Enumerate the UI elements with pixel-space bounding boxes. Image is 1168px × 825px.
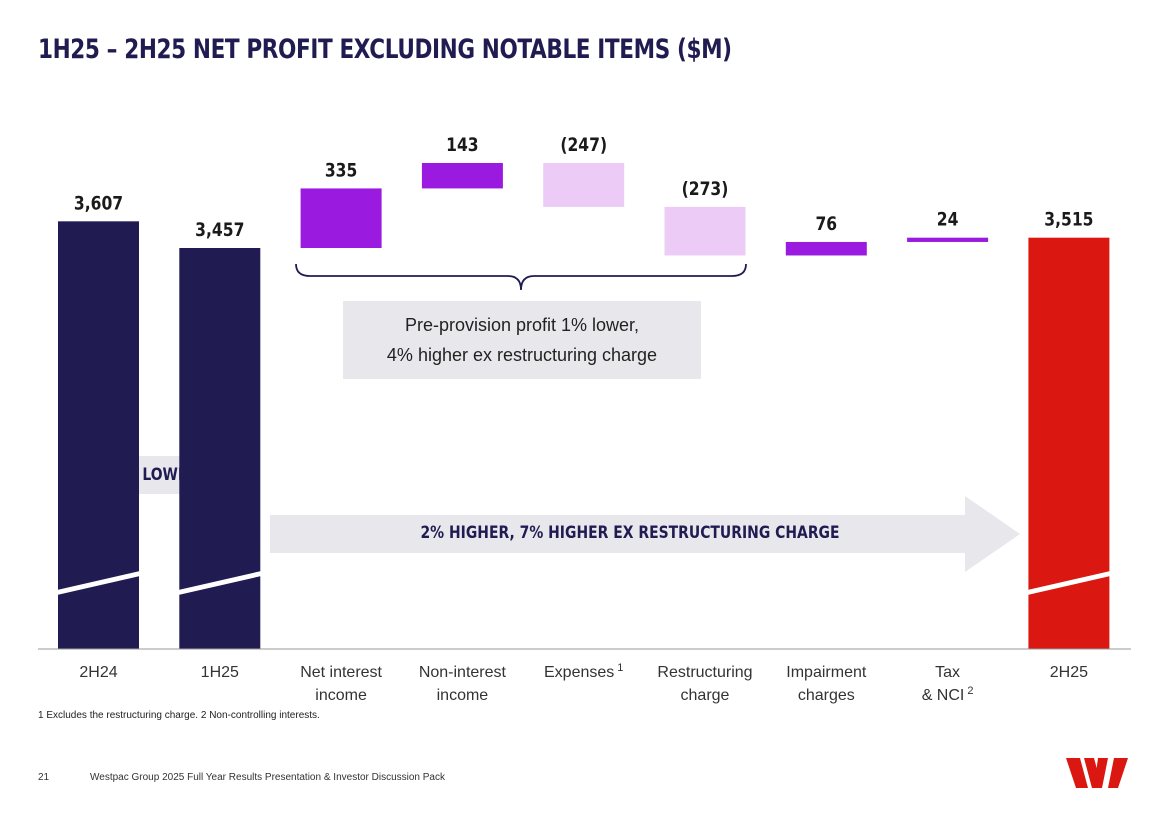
value-label: 76 [815,214,837,236]
two-percent-higher-label: 2% HIGHER, 7% HIGHER EX RESTRUCTURING CH… [420,523,840,543]
category-label: charge [681,687,730,704]
category-label: Tax [935,664,960,681]
bar-2h25 [1028,237,1110,649]
category-label: Non-interest [419,664,507,681]
category-label: 2H25 [1050,664,1088,681]
pre-provision-brace [295,263,747,291]
footnote: 1 Excludes the restructuring charge. 2 N… [38,710,320,721]
axis-break-mark [1027,571,1111,595]
category-label: charges [798,687,855,704]
bar-non-interest-income [421,163,503,189]
category-label: Restructuring [657,664,752,681]
value-label: 3,457 [195,220,244,242]
category-label: income [437,687,489,704]
value-label: 143 [446,135,479,157]
callout-line-1: Pre-provision profit 1% lower, [404,315,640,335]
two-percent-higher-arrow [270,496,1020,572]
bar-restructuring-charge [664,206,746,256]
value-labels-layer: 3,607 3,457 335 143 (247) (273) 76 24 3,515 [74,135,1094,242]
callout-line-2: 4% higher ex restructuring charge [386,345,658,365]
value-label: (247) [560,135,607,157]
westpac-logo-icon [1066,758,1128,788]
value-label: 3,515 [1044,209,1093,231]
footer-text: Westpac Group 2025 Full Year Results Pre… [90,772,445,783]
value-label: 3,607 [74,193,123,215]
bar-tax-nci [907,237,989,242]
category-label: Net interest [300,664,382,681]
value-label: 335 [325,160,358,182]
axis-break-mark [57,571,140,595]
pre-provision-callout: Pre-provision profit 1% lower, 4% higher… [343,301,701,379]
four-percent-lower-label: 4% LOWER [113,465,199,485]
axis-break-mark [178,571,262,595]
category-label: 1H25 [201,664,239,681]
value-label: (273) [682,179,729,201]
value-label: 24 [937,209,959,231]
category-label: income [315,687,367,704]
category-label: Expenses 1 [544,662,623,681]
category-label: & NCI 2 [922,685,974,704]
page-title: 1H25 – 2H25 NET PROFIT EXCLUDING NOTABLE… [38,34,732,65]
category-label: Impairment [786,664,867,681]
bar-expenses [543,163,625,207]
category-labels-layer: 2H24 1H25 Net interest income Non-interest in… [79,662,1088,704]
bars-layer [57,163,1111,649]
bar-impairment-charges [785,241,867,256]
bar-net-interest-income [300,188,382,248]
category-label: 2H24 [79,664,117,681]
page-number: 21 [38,772,50,783]
